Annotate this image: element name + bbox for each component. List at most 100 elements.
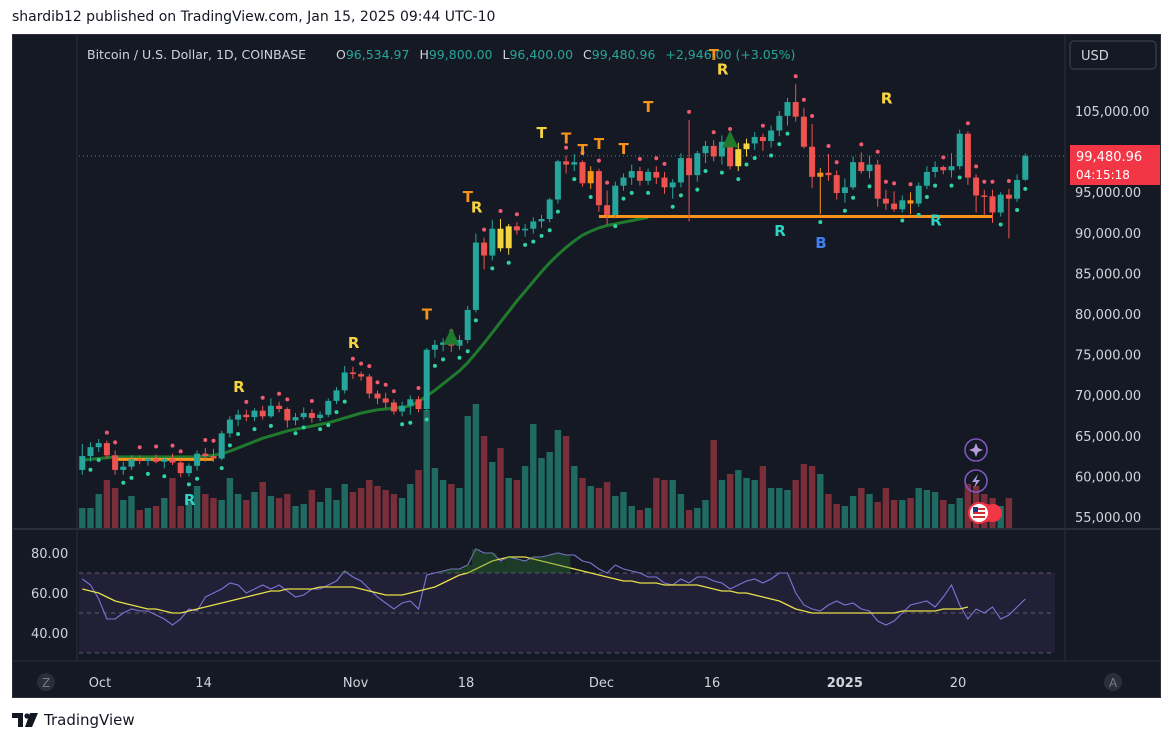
volume-bar xyxy=(349,492,357,528)
signal-label: R xyxy=(881,90,893,108)
trailing-stop-dot xyxy=(506,260,511,265)
volume-bar xyxy=(956,498,963,528)
candle-body xyxy=(628,171,635,178)
sparkle-icon[interactable] xyxy=(964,438,988,462)
signal-label: T xyxy=(643,98,654,116)
trailing-stop-dot xyxy=(965,121,970,126)
candle-body xyxy=(1022,155,1029,180)
candle-body xyxy=(456,339,463,346)
candle-body xyxy=(136,459,143,461)
candle-body xyxy=(546,199,553,219)
grid-layer xyxy=(13,35,1160,662)
candle-body xyxy=(833,175,840,194)
candle-body xyxy=(292,417,299,421)
volume-bar xyxy=(530,424,537,528)
candle-body xyxy=(579,162,586,184)
volume-bar xyxy=(218,500,225,528)
rsi-overbought-fill xyxy=(496,561,505,573)
time-tick-label: Oct xyxy=(89,676,111,691)
auto-scale-button[interactable]: A xyxy=(1104,673,1122,691)
candle-body xyxy=(759,136,766,142)
candle-body xyxy=(776,115,783,131)
volume-bar xyxy=(751,480,758,528)
volume-bar xyxy=(718,480,726,528)
trailing-stop-dot xyxy=(555,209,560,214)
volume-bar xyxy=(940,500,947,528)
volume-bar xyxy=(653,478,660,528)
trailing-stop-dot xyxy=(990,179,995,184)
signal-label: T xyxy=(619,140,630,158)
rsi-signal-line xyxy=(82,556,969,614)
trailing-stop-dot xyxy=(318,427,323,432)
us-flag-events-icon[interactable] xyxy=(968,502,1002,524)
candle-body xyxy=(513,226,520,231)
volume-bar xyxy=(398,498,406,528)
rsi-tick-label: 80.00 xyxy=(31,547,68,562)
candle-body xyxy=(530,221,537,229)
volume-bar xyxy=(226,478,234,528)
trailing-stop-dot xyxy=(851,195,856,200)
candle-body xyxy=(144,458,151,461)
rsi-overbought-fill xyxy=(439,571,448,573)
trailing-stop-dot xyxy=(662,161,667,166)
zoom-left-button[interactable]: Z xyxy=(37,673,55,691)
volume-bar xyxy=(743,478,750,528)
signal-label: R xyxy=(774,222,786,240)
candle-body xyxy=(390,402,397,412)
trailing-stop-dot xyxy=(654,156,659,161)
candle-body xyxy=(415,399,422,410)
candle-body xyxy=(103,443,110,456)
rsi-overbought-fill xyxy=(529,557,538,573)
candle-body xyxy=(989,196,996,213)
candle-body xyxy=(694,153,701,176)
volume-bar xyxy=(784,490,791,528)
price-tick-label: 105,000.00 xyxy=(1075,105,1149,120)
volume-bar xyxy=(423,410,430,528)
trailing-stop-dot xyxy=(908,182,913,187)
trailing-stop-dot xyxy=(129,475,134,480)
candle-body xyxy=(79,456,86,470)
price-tick-label: 55,000.00 xyxy=(1075,511,1141,526)
candle-body xyxy=(431,344,438,350)
trailing-stop-dot xyxy=(646,190,651,195)
trailing-stop-dot xyxy=(687,109,692,114)
candle-body xyxy=(358,374,365,377)
trailing-stop-dot xyxy=(883,179,888,184)
volume-bar xyxy=(341,484,348,528)
candle-body xyxy=(940,167,947,171)
rsi-tick-label: 40.00 xyxy=(31,627,68,642)
time-tick-label: Nov xyxy=(343,676,369,691)
volume-bar xyxy=(382,490,389,528)
trailing-stop-dot xyxy=(482,227,487,232)
price-tick-label: 95,000.00 xyxy=(1075,186,1141,201)
lightning-icon[interactable] xyxy=(964,469,988,493)
volume-bar xyxy=(915,488,922,528)
candle-body xyxy=(907,200,914,204)
rsi-overbought-fill xyxy=(488,553,497,573)
trailing-stop-dot xyxy=(728,126,733,131)
currency-button[interactable]: USD xyxy=(1069,40,1157,70)
candle-body xyxy=(718,141,725,157)
candle-body xyxy=(382,398,389,403)
trailing-stop-dot xyxy=(342,399,347,404)
volume-bar xyxy=(612,496,619,528)
volume-bar xyxy=(587,486,594,528)
candle-body xyxy=(948,166,955,171)
volume-bar xyxy=(489,462,496,528)
trailing-stop-dot xyxy=(195,476,200,481)
candle-body xyxy=(489,228,496,256)
tradingview-logo[interactable]: TradingView xyxy=(12,711,135,729)
time-tick-label: 14 xyxy=(195,676,212,691)
volume-bar xyxy=(882,488,890,528)
candle-body xyxy=(587,171,594,184)
candle-body xyxy=(858,162,865,172)
trailing-stop-dot xyxy=(826,144,831,149)
volume-bar xyxy=(308,490,316,528)
rsi-overbought-fill xyxy=(480,553,489,573)
trailing-stop-dot xyxy=(367,364,372,369)
candle-body xyxy=(1014,180,1021,199)
candle-body xyxy=(841,187,848,194)
volume-bar xyxy=(948,504,955,528)
